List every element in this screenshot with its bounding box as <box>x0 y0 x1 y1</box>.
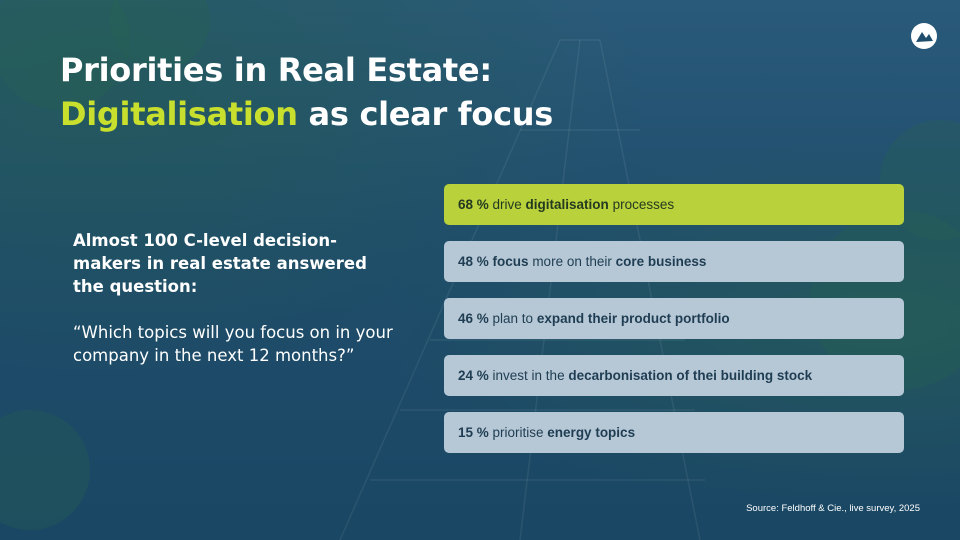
priority-emphasis: energy topics <box>547 425 636 440</box>
title-highlight: Digitalisation <box>60 95 298 133</box>
priority-text: prioritise <box>488 425 548 440</box>
intro-quote: “Which topics will you focus on in your … <box>73 323 393 365</box>
priority-text: invest in the <box>488 368 569 383</box>
company-logo-icon <box>911 23 937 49</box>
priority-emphasis: focus <box>492 254 529 269</box>
priority-bar-digitalisation: 68 % drive digitalisation processes <box>444 184 904 225</box>
priority-percent: 48 % <box>458 254 489 269</box>
intro-text: Almost 100 C-level decision-makers in re… <box>73 229 403 367</box>
priority-bar-core-business: 48 % focus more on their core business <box>444 241 904 282</box>
priority-text: more on their <box>528 254 616 269</box>
title-line-1: Priorities in Real Estate: <box>60 51 492 89</box>
priority-percent: 46 % <box>458 311 489 326</box>
priority-text: plan to <box>488 311 537 326</box>
priority-bar-product-portfolio: 46 % plan to expand their product portfo… <box>444 298 904 339</box>
priority-emphasis: decarbonisation of thei building stock <box>568 368 813 383</box>
source-note: Source: Feldhoff & Cie., live survey, 20… <box>746 503 920 514</box>
priority-percent: 24 % <box>458 368 489 383</box>
priority-bar-energy: 15 % prioritise energy topics <box>444 412 904 453</box>
priority-text: drive <box>488 197 526 212</box>
priority-percent: 68 % <box>458 197 489 212</box>
priority-emphasis: core business <box>615 254 707 269</box>
page-title: Priorities in Real Estate: Digitalisatio… <box>60 48 620 136</box>
priority-bar-decarbonisation: 24 % invest in the decarbonisation of th… <box>444 355 904 396</box>
intro-lead: Almost 100 C-level decision-makers in re… <box>73 231 367 296</box>
priority-emphasis: digitalisation <box>525 197 609 212</box>
priority-percent: 15 % <box>458 425 489 440</box>
priority-emphasis: expand their product portfolio <box>536 311 730 326</box>
priority-text: processes <box>608 197 675 212</box>
title-rest: as clear focus <box>297 95 554 133</box>
title-line-2: Digitalisation as clear focus <box>60 92 620 136</box>
